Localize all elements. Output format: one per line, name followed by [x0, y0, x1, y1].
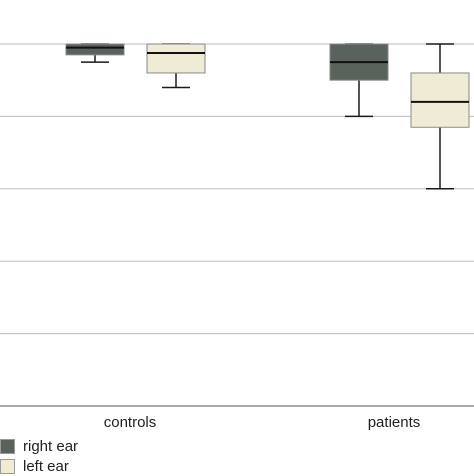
box-controls-right-ear — [65, 43, 125, 56]
category-label-patients: patients — [368, 414, 421, 431]
legend-swatch-left-ear — [0, 458, 15, 474]
boxes — [65, 43, 470, 190]
legend-label-right-ear: right ear — [23, 437, 79, 455]
box-patients-left-ear — [410, 72, 470, 128]
legend-item-left-ear: left ear — [0, 456, 78, 476]
legend-swatch-right-ear — [0, 438, 15, 454]
category-label-controls: controls — [104, 414, 157, 431]
box-controls-left-ear — [146, 43, 206, 74]
legend-label-left-ear: left ear — [23, 457, 69, 475]
legend: right ear left ear — [0, 436, 78, 476]
gridlines — [0, 43, 474, 335]
legend-item-right-ear: right ear — [0, 436, 78, 456]
